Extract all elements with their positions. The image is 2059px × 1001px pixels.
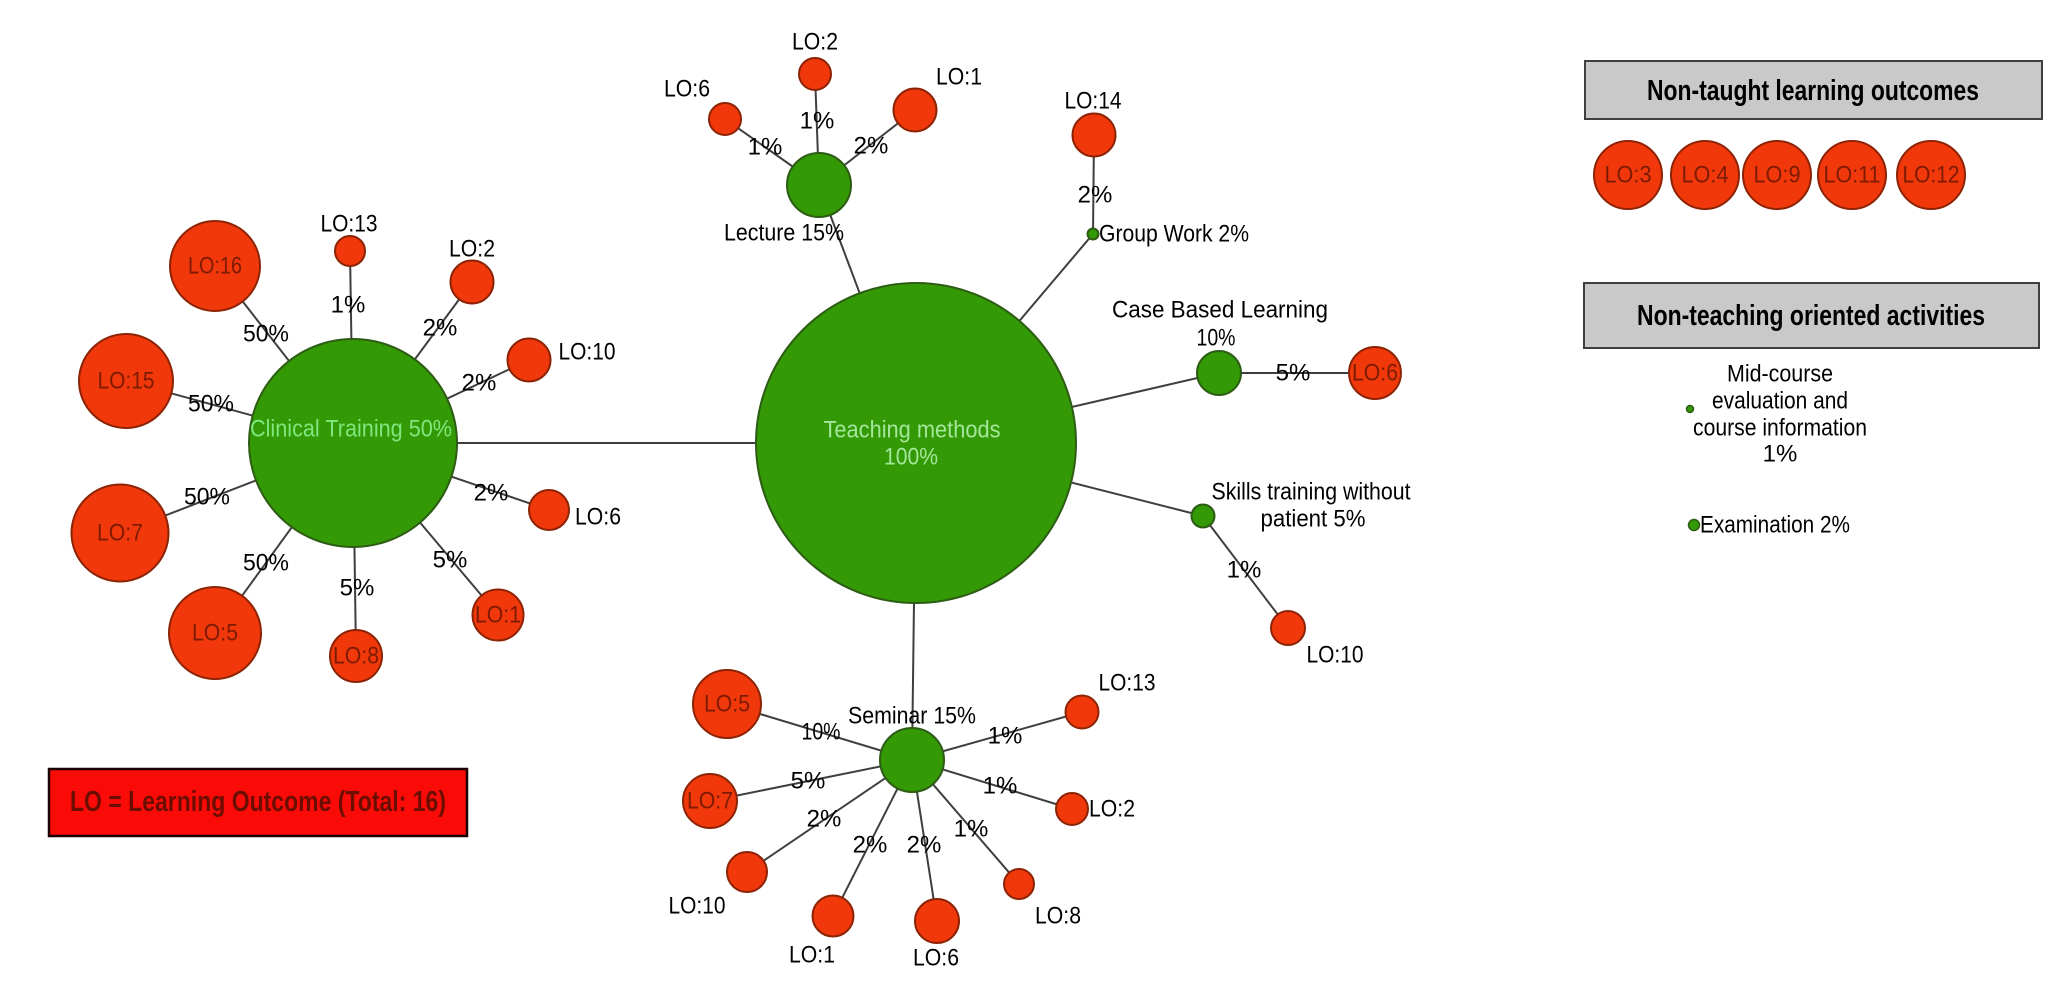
svg-text:LO:10: LO:10 [669, 893, 726, 920]
svg-text:LO:11: LO:11 [1824, 162, 1881, 189]
svg-text:50%: 50% [243, 321, 289, 348]
svg-text:2%: 2% [854, 133, 889, 160]
svg-text:Seminar 15%: Seminar 15% [848, 703, 976, 730]
svg-text:2%: 2% [807, 806, 842, 833]
svg-text:LO:5: LO:5 [704, 691, 750, 718]
svg-text:LO:6: LO:6 [664, 76, 710, 103]
svg-text:50%: 50% [184, 484, 230, 511]
svg-text:LO:2: LO:2 [792, 29, 838, 56]
svg-text:patient 5%: patient 5% [1261, 506, 1366, 533]
svg-text:100%: 100% [884, 444, 938, 471]
svg-text:course information: course information [1693, 415, 1867, 442]
svg-text:LO:13: LO:13 [321, 211, 378, 238]
svg-text:5%: 5% [791, 768, 826, 795]
svg-text:LO:12: LO:12 [1903, 162, 1960, 189]
svg-text:Group Work 2%: Group Work 2% [1099, 221, 1249, 248]
svg-text:2%: 2% [423, 315, 458, 342]
svg-text:1%: 1% [988, 723, 1023, 750]
svg-text:LO:14: LO:14 [1065, 88, 1122, 115]
svg-text:LO:9: LO:9 [1754, 162, 1801, 189]
svg-text:LO:8: LO:8 [333, 643, 379, 670]
svg-text:LO:1: LO:1 [789, 942, 835, 969]
svg-text:1%: 1% [1763, 441, 1798, 468]
svg-text:LO:6: LO:6 [1352, 360, 1398, 387]
svg-text:1%: 1% [983, 773, 1018, 800]
svg-text:1%: 1% [1227, 557, 1262, 584]
svg-text:LO:6: LO:6 [575, 504, 621, 531]
svg-text:Mid-course: Mid-course [1727, 361, 1833, 388]
svg-text:LO:6: LO:6 [913, 945, 959, 972]
svg-text:10%: 10% [1197, 325, 1236, 352]
svg-text:LO:1: LO:1 [936, 64, 982, 91]
svg-text:LO:3: LO:3 [1605, 162, 1652, 189]
svg-text:Lecture 15%: Lecture 15% [724, 220, 844, 247]
svg-text:10%: 10% [802, 719, 841, 746]
svg-text:LO:5: LO:5 [192, 620, 238, 647]
svg-text:2%: 2% [853, 832, 888, 859]
svg-text:1%: 1% [954, 816, 989, 843]
svg-text:Teaching methods: Teaching methods [824, 417, 1001, 444]
svg-text:50%: 50% [243, 550, 289, 577]
svg-text:LO = Learning Outcome (Total:: LO = Learning Outcome (Total: 16) [70, 786, 446, 818]
svg-text:LO:13: LO:13 [1099, 670, 1156, 697]
svg-text:5%: 5% [340, 575, 375, 602]
svg-text:1%: 1% [331, 292, 366, 319]
svg-text:evaluation and: evaluation and [1712, 388, 1848, 415]
svg-text:Skills training without: Skills training without [1212, 479, 1411, 506]
svg-text:LO:2: LO:2 [449, 236, 495, 263]
svg-text:Clinical Training 50%: Clinical Training 50% [250, 416, 452, 443]
svg-text:50%: 50% [188, 391, 234, 418]
svg-text:LO:2: LO:2 [1089, 796, 1135, 823]
svg-text:Case Based Learning: Case Based Learning [1112, 297, 1328, 324]
svg-text:Non-taught learning outcomes: Non-taught learning outcomes [1647, 75, 1979, 107]
svg-text:LO:1: LO:1 [475, 602, 521, 629]
svg-text:2%: 2% [474, 480, 509, 507]
svg-text:LO:7: LO:7 [97, 520, 143, 547]
svg-text:Examination 2%: Examination 2% [1700, 512, 1850, 539]
svg-text:LO:15: LO:15 [98, 368, 155, 395]
svg-text:LO:4: LO:4 [1682, 162, 1729, 189]
svg-text:5%: 5% [1276, 360, 1311, 387]
svg-text:LO:16: LO:16 [188, 253, 242, 280]
svg-text:2%: 2% [1078, 182, 1113, 209]
svg-text:LO:8: LO:8 [1035, 903, 1081, 930]
svg-text:1%: 1% [748, 134, 783, 161]
svg-text:Non-teaching oriented activiti: Non-teaching oriented activities [1637, 300, 1985, 332]
svg-text:LO:10: LO:10 [559, 339, 616, 366]
svg-text:2%: 2% [907, 832, 942, 859]
svg-text:LO:7: LO:7 [687, 788, 733, 815]
svg-text:1%: 1% [800, 108, 835, 135]
svg-text:LO:10: LO:10 [1307, 642, 1364, 669]
svg-text:2%: 2% [462, 370, 497, 397]
svg-text:5%: 5% [433, 547, 468, 574]
